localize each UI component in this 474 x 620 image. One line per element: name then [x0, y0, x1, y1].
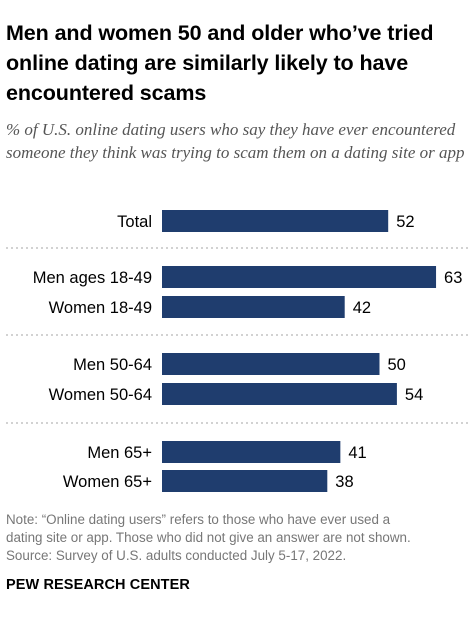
source-line: Source: Survey of U.S. adults conducted … — [6, 548, 347, 563]
bar — [162, 383, 397, 405]
note-line-1: Note: “Online dating users” refers to th… — [6, 512, 391, 527]
chart-subtitle: % of U.S. online dating users who say th… — [6, 120, 465, 162]
chart-notes: Note: “Online dating users” refers to th… — [6, 511, 468, 565]
value-label: 52 — [396, 213, 414, 231]
category-label: Men 65+ — [87, 444, 152, 462]
chart-title: Men and women 50 and older who’ve tried … — [6, 21, 434, 105]
bar — [162, 470, 328, 492]
category-label: Total — [117, 213, 152, 231]
category-label: Men 50-64 — [73, 356, 152, 374]
bar — [162, 296, 345, 318]
value-label: 38 — [335, 473, 353, 491]
category-label: Men ages 18-49 — [33, 269, 152, 287]
category-label: Women 50-64 — [49, 386, 152, 404]
category-label: Women 65+ — [63, 473, 152, 491]
value-label: 63 — [444, 269, 462, 287]
pew-research-center-logo: PEW RESEARCH CENTER — [6, 577, 190, 593]
value-label: 41 — [348, 444, 366, 462]
bar — [162, 266, 437, 288]
category-label: Women 18-49 — [49, 299, 152, 317]
value-label: 54 — [405, 386, 423, 404]
bar — [162, 441, 341, 463]
bar — [162, 210, 389, 232]
value-label: 42 — [353, 299, 371, 317]
value-label: 50 — [388, 356, 406, 374]
bar — [162, 353, 380, 375]
note-line-2: dating site or app. Those who did not gi… — [6, 530, 411, 545]
